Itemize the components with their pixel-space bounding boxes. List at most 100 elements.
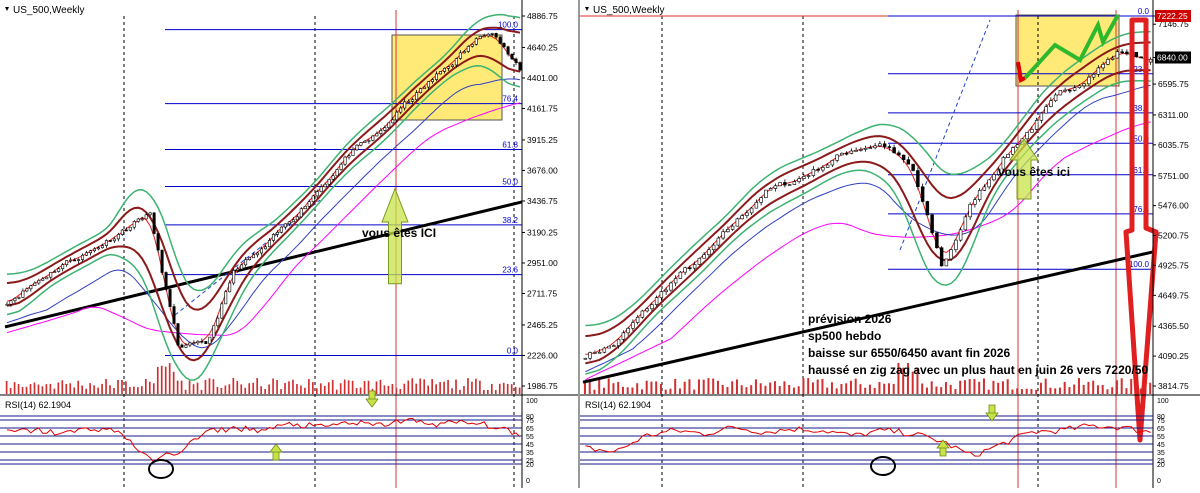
candle-body (152, 212, 156, 234)
candle-body (873, 145, 877, 149)
volume-bar (339, 383, 342, 394)
volume-bar (845, 383, 848, 394)
candle-body (442, 68, 446, 72)
volume-bar (319, 383, 322, 394)
candle-body (954, 239, 958, 251)
volume-bar (439, 382, 441, 394)
panel-divider (578, 0, 580, 488)
volume-bar (621, 386, 624, 394)
volume-bar (754, 379, 757, 394)
rsi-line (585, 423, 1151, 457)
volume-bar (296, 384, 298, 394)
volume-bar (494, 389, 497, 394)
candle-body (383, 127, 387, 131)
candle-body (792, 181, 797, 185)
volume-bar (731, 381, 734, 394)
volume-bar (160, 365, 163, 394)
candle-body (355, 144, 359, 151)
candle-body (754, 202, 759, 209)
annotation-label: vous êtes ici (998, 165, 1070, 179)
price-tick-label: 5200.75 (1158, 231, 1189, 241)
volume-bar (811, 382, 814, 394)
candle-body (96, 247, 100, 250)
volume-bar (367, 380, 370, 394)
volume-bar (172, 371, 175, 394)
candle-body (363, 140, 367, 143)
candle-body (806, 175, 811, 177)
price-tick-label: 2226.00 (527, 350, 558, 360)
candle-body (252, 254, 256, 259)
candle-body (992, 174, 996, 181)
candle-body (260, 248, 264, 254)
volume-bar (85, 388, 88, 394)
candle-body (407, 101, 411, 103)
volume-bar (156, 366, 159, 394)
candle-body (256, 252, 260, 256)
volume-bar (830, 382, 833, 394)
rsi-tick-label: 35 (526, 450, 534, 457)
volume-bar (228, 384, 231, 394)
left-chart-svg[interactable]: 100.0 76.4 61.8 50.0 38.2 23.6 0.0 vous êtes IC… (0, 0, 578, 488)
candle-body (29, 285, 33, 290)
fib-level-label: 76.4 (1133, 205, 1149, 214)
candle-body (9, 300, 13, 305)
candle-body (311, 195, 315, 202)
candle-body (882, 143, 887, 147)
candle-body (57, 268, 61, 272)
volume-bar (244, 387, 247, 394)
candle-body (1134, 51, 1139, 58)
candle-body (1053, 94, 1058, 102)
candle-body (930, 214, 934, 234)
volume-bar (887, 383, 890, 394)
candle-body (415, 92, 419, 100)
candle-body (811, 168, 816, 176)
rsi-tick-label: 0 (526, 478, 530, 485)
rsi-tick-label: 100 (526, 398, 538, 405)
candle-body (901, 154, 906, 160)
volume-bar (897, 362, 900, 394)
candle-body (707, 249, 711, 255)
volume-bar (1030, 388, 1033, 394)
candle-body (379, 130, 383, 134)
candle-body (116, 234, 120, 240)
volume-bar (471, 381, 473, 394)
fib-level-label: 50.0 (1133, 134, 1149, 143)
candle-body (188, 342, 192, 346)
price-tick-label: 7146.75 (1158, 19, 1189, 29)
volume-bar (1020, 389, 1023, 394)
price-tick-label: 5751.00 (1158, 171, 1189, 181)
candle-body (204, 341, 208, 344)
volume-bar (598, 379, 601, 394)
candle-body (423, 86, 427, 89)
price-tick-label: 2711.75 (527, 289, 557, 299)
candle-body (371, 135, 375, 141)
price-tick-label: 4649.75 (1158, 290, 1189, 300)
price-tick-label: 3676.00 (527, 165, 558, 175)
volume-bar (260, 386, 262, 394)
candle-body (506, 46, 510, 55)
volume-bar (906, 362, 909, 394)
volume-bar (987, 389, 990, 394)
candle-body (232, 270, 236, 284)
volume-bar (683, 381, 686, 394)
volume-bar (1035, 389, 1038, 394)
fib-level-label: 61.8 (1133, 166, 1149, 175)
volume-bar (807, 378, 810, 394)
volume-bar (1106, 389, 1109, 394)
volume-bar (45, 384, 48, 394)
candle-body (49, 271, 53, 278)
candle-body (721, 231, 725, 239)
candle-body (1077, 85, 1082, 89)
candle-body (816, 168, 820, 171)
volume-bar (959, 380, 962, 394)
fib-level-label: 38.2 (502, 216, 518, 225)
price-tick-label: 6035.75 (1158, 140, 1189, 150)
candle-body (1034, 120, 1039, 130)
candle-body (654, 297, 659, 305)
candle-body (104, 240, 108, 246)
volume-bar (113, 388, 115, 394)
candle-body (347, 155, 351, 158)
candle-body (711, 244, 716, 251)
keltner-lower (585, 69, 1151, 365)
